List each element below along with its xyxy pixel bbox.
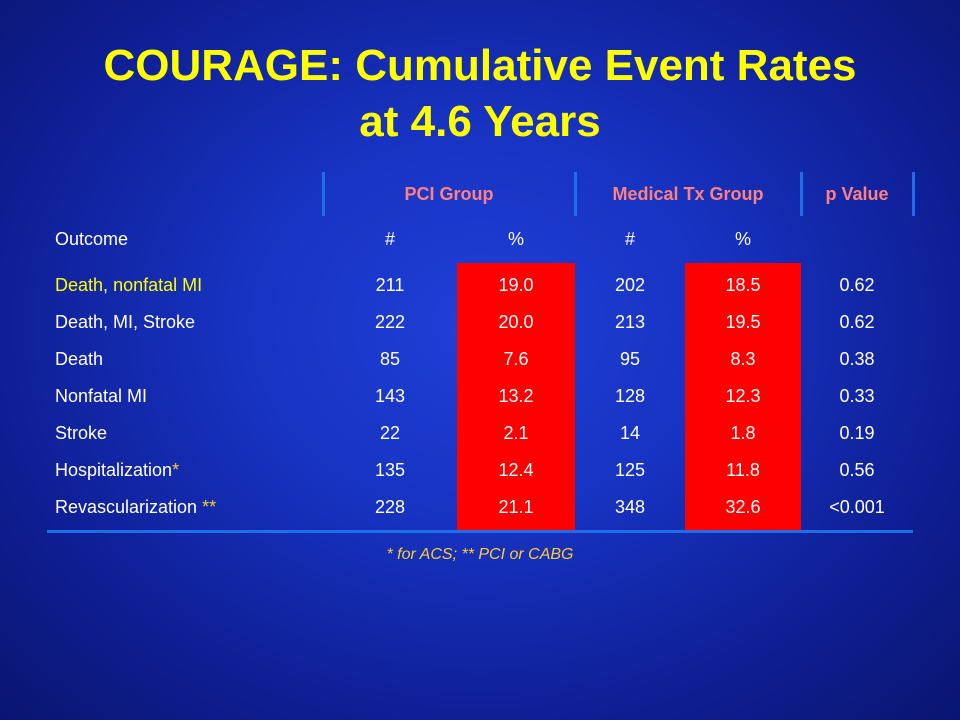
outcome-part-mi: nonfatal MI	[113, 275, 203, 295]
table-footnote: * for ACS; ** PCI or CABG	[386, 545, 574, 563]
medical-count-cell: 348	[575, 489, 685, 533]
pci-percent-cell: 21.1	[457, 489, 575, 533]
medical-count-cell: 128	[614, 386, 646, 406]
medical-count-cell: 213	[614, 312, 646, 332]
table-row: Death, MI, Stroke 222 20.0 213 19.5 0.62	[47, 304, 913, 341]
outcome-text: Revascularization	[55, 497, 203, 517]
medical-percent-cell: 11.8	[685, 452, 801, 489]
p-value-header: p Value	[799, 172, 915, 216]
medical-count-cell: 202	[614, 275, 646, 295]
outcome-cell: Hospitalization*	[47, 452, 323, 489]
pci-count-cell: 85	[379, 349, 401, 369]
p-value-cell: 0.33	[839, 386, 875, 406]
outcome-cell: Nonfatal MI	[55, 386, 148, 406]
p-value-cell: 0.62	[839, 275, 875, 295]
p-value-cell: 0.38	[839, 349, 875, 369]
header-blank-cell	[47, 172, 323, 216]
pci-percent-cell: 20.0	[457, 304, 575, 341]
pci-percent-cell: 2.1	[457, 415, 575, 452]
pci-count-cell: 22	[379, 423, 401, 443]
pci-count-cell: 135	[374, 460, 406, 480]
outcome-cell: Death	[55, 349, 104, 369]
medical-percent-cell: 1.8	[685, 415, 801, 452]
medical-count-cell: 14	[619, 423, 641, 443]
pci-count-header: #	[384, 229, 395, 249]
pci-group-header: PCI Group	[321, 172, 577, 216]
p-value-sub-header	[801, 216, 913, 263]
pci-count-cell: 228	[323, 489, 457, 533]
medical-percent-cell: 18.5	[685, 263, 801, 304]
outcome-separator: ,	[103, 275, 114, 295]
medical-percent-cell: 12.3	[685, 378, 801, 415]
medical-count-cell: 95	[619, 349, 641, 369]
outcome-cell: Death, nonfatal MI	[47, 263, 323, 304]
table-row: Stroke 22 2.1 14 1.8 0.19	[47, 415, 913, 452]
medical-percent-cell: 19.5	[685, 304, 801, 341]
event-rates-table: PCI Group Medical Tx Group p Value Outco…	[47, 172, 915, 576]
outcome-cell: Death, MI, Stroke	[55, 312, 196, 332]
footnote-marker: *	[172, 460, 180, 480]
table-row: Hospitalization* 135 12.4 125 11.8 0.56	[47, 452, 913, 489]
sub-header-row: Outcome # % # %	[47, 216, 913, 263]
table-row: Death, nonfatal MI 211 19.0 202 18.5 0.6…	[47, 263, 913, 304]
slide-title: COURAGE: Cumulative Event Rates at 4.6 Y…	[0, 38, 960, 150]
pci-count-cell: 222	[374, 312, 406, 332]
p-value-cell: 0.19	[839, 423, 875, 443]
group-header-row: PCI Group Medical Tx Group p Value	[47, 172, 915, 216]
table-row: Nonfatal MI 143 13.2 128 12.3 0.33	[47, 378, 913, 415]
medical-percent-header: %	[734, 229, 751, 249]
medical-percent-cell: 8.3	[685, 341, 801, 378]
pci-percent-cell: 7.6	[457, 341, 575, 378]
pci-percent-cell: 19.0	[457, 263, 575, 304]
outcome-cell: Revascularization **	[47, 489, 323, 533]
p-value-cell: 0.62	[839, 312, 875, 332]
footnote-row: * for ACS; ** PCI or CABG	[47, 532, 913, 577]
outcome-text: Hospitalization	[55, 460, 173, 480]
pci-percent-header: %	[507, 229, 524, 249]
medical-count-header: #	[624, 229, 635, 249]
pci-percent-cell: 13.2	[457, 378, 575, 415]
medical-group-header: Medical Tx Group	[573, 172, 803, 216]
table-row: Death 85 7.6 95 8.3 0.38	[47, 341, 913, 378]
p-value-cell: 0.56	[839, 460, 875, 480]
slide-title-line-2: at 4.6 Years	[359, 97, 601, 146]
footnote-marker: **	[202, 497, 217, 517]
pci-count-cell: 143	[374, 386, 406, 406]
slide-title-line-1: COURAGE: Cumulative Event Rates	[103, 41, 857, 90]
outcome-part-death: Death	[55, 275, 104, 295]
outcome-header: Outcome	[55, 229, 129, 249]
pci-percent-cell: 12.4	[457, 452, 575, 489]
p-value-cell: <0.001	[801, 489, 913, 533]
table-row: Revascularization ** 228 21.1 348 32.6 <…	[47, 489, 913, 533]
outcome-cell: Stroke	[55, 423, 108, 443]
pci-count-cell: 211	[375, 275, 405, 295]
medical-count-cell: 125	[614, 460, 646, 480]
medical-percent-cell: 32.6	[685, 489, 801, 533]
